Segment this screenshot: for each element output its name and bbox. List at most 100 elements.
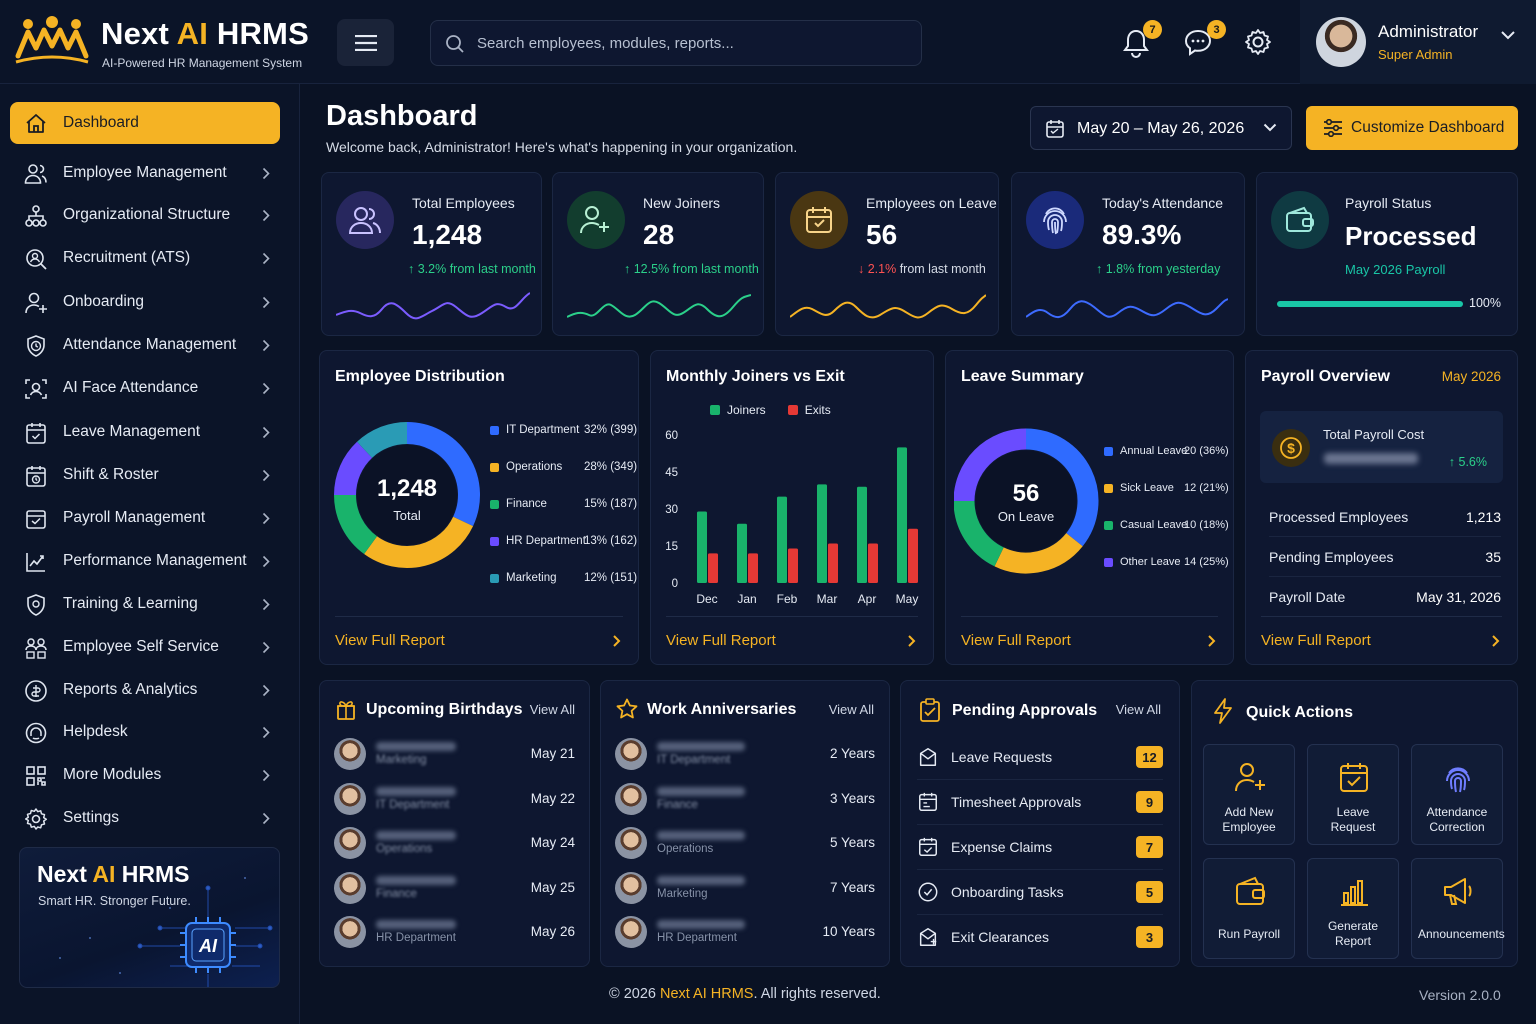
sidebar-item-more-modules[interactable]: More Modules (10, 754, 280, 796)
stat-change: ↑ 12.5% from last month (624, 262, 759, 276)
anniversary-list-item[interactable]: IT Department 2 Years (615, 732, 875, 777)
birthday-list-item[interactable]: Operations May 24 (334, 821, 575, 866)
birthday-list-item[interactable]: Finance May 25 (334, 866, 575, 911)
stat-card-employees-on-leave[interactable]: Employees on Leave 56 ↓ 2.1% from last m… (775, 172, 999, 336)
chevron-right-icon (262, 296, 270, 309)
quick-action-leave-request[interactable]: Leave Request (1307, 744, 1399, 845)
promo-title: Next AI HRMS (37, 861, 190, 887)
user-menu[interactable]: Administrator Super Admin (1300, 0, 1536, 84)
view-all-link[interactable]: View All (1115, 702, 1161, 717)
approval-item[interactable]: Timesheet Approvals 9 (917, 781, 1163, 825)
legend-value: 12% (151) (584, 572, 638, 584)
sidebar-item-employee-management[interactable]: Employee Management (10, 152, 280, 194)
page-title: Dashboard (326, 100, 478, 132)
employee-name-redacted (657, 742, 745, 751)
user-plus-icon (25, 292, 47, 314)
total-payroll-change: ↑ 5.6% (1448, 455, 1487, 469)
fingerprint-icon (1446, 767, 1470, 793)
legend-item: HR Department 13% (162) (490, 535, 637, 547)
link-text: View Full Report (666, 632, 776, 649)
anniversary-list-item[interactable]: Operations 5 Years (615, 821, 875, 866)
anniversary-list-item[interactable]: HR Department 10 Years (615, 910, 875, 955)
search-person-icon (26, 249, 47, 270)
birthday-date: May 26 (530, 924, 575, 939)
approval-item[interactable]: Expense Claims 7 (917, 826, 1163, 870)
view-full-report-link[interactable]: View Full Report (335, 616, 623, 664)
view-all-link[interactable]: View All (828, 702, 874, 717)
employee-name-redacted (376, 786, 456, 796)
legend-value: 14 (25%) (1184, 556, 1229, 568)
messages-button[interactable]: 3 (1184, 20, 1226, 58)
quick-action-add-new-employee[interactable]: Add New Employee (1203, 744, 1295, 845)
date-range-picker[interactable]: May 20 – May 26, 2026 (1030, 106, 1292, 150)
quick-action-attendance-correction[interactable]: Attendance Correction (1411, 744, 1503, 845)
quick-action-run-payroll[interactable]: Run Payroll (1203, 858, 1295, 959)
notifications-button[interactable]: 7 (1122, 20, 1162, 58)
sidebar-item-dashboard[interactable]: Dashboard (10, 102, 280, 144)
donut-center-label: Total (393, 508, 421, 523)
settings-button[interactable] (1244, 28, 1274, 58)
sidebar-item-label: Performance Management (63, 552, 247, 569)
sidebar-item-attendance-management[interactable]: Attendance Management (10, 324, 280, 366)
sidebar-item-recruitment-ats[interactable]: Recruitment (ATS) (10, 237, 280, 279)
anniversary-list-item[interactable]: Finance 3 Years (615, 777, 875, 822)
sidebar-item-label: More Modules (63, 766, 162, 783)
stat-card-new-joiners[interactable]: New Joiners 28 ↑ 12.5% from last month (552, 172, 764, 336)
chat-icon (1184, 29, 1212, 56)
hamburger-icon (354, 34, 377, 51)
bar-joiners-dec (697, 511, 707, 583)
donut-center-value: 1,248 (376, 475, 438, 502)
card-title: Leave Summary (961, 368, 1084, 385)
face-scan-icon (25, 379, 47, 399)
sidebar-item-ai-face-attendance[interactable]: AI Face Attendance (10, 367, 280, 409)
employee-name-redacted (657, 875, 745, 885)
birthday-list-item[interactable]: Marketing May 21 (334, 732, 575, 777)
payroll-progress-track (1277, 301, 1463, 307)
approval-item[interactable]: Onboarding Tasks 5 (917, 871, 1163, 915)
anniversary-years: 2 Years (829, 746, 875, 761)
stat-card-total-employees[interactable]: Total Employees 1,248 ↑ 3.2% from last m… (321, 172, 542, 336)
chevron-right-icon (908, 635, 916, 647)
link-text: View Full Report (335, 632, 445, 649)
quick-action-label: Attendance Correction (1426, 805, 1488, 834)
fingerprint-icon (1026, 191, 1084, 249)
avatar (334, 871, 366, 904)
employee-name-redacted (657, 831, 745, 840)
anniversary-list-item[interactable]: Marketing 7 Years (615, 866, 875, 911)
view-full-report-link[interactable]: View Full Report (961, 616, 1218, 664)
customize-dashboard-button[interactable]: Customize Dashboard (1306, 106, 1518, 150)
sidebar-item-shift-roster[interactable]: Shift & Roster (10, 454, 280, 496)
view-all-link[interactable]: View All (529, 702, 575, 717)
view-full-report-link[interactable]: View Full Report (666, 616, 918, 664)
approval-item[interactable]: Exit Clearances 3 (917, 916, 1163, 960)
legend-value: 32% (399) (584, 424, 638, 436)
x-tick-label: Apr (858, 592, 877, 606)
sidebar-item-employee-self-service[interactable]: Employee Self Service (10, 626, 280, 668)
avatar (334, 738, 366, 770)
global-search[interactable] (430, 20, 922, 66)
sidebar-item-settings[interactable]: Settings (10, 797, 280, 839)
view-full-report-link[interactable]: View Full Report (1261, 616, 1502, 664)
sidebar-item-performance-management[interactable]: Performance Management (10, 540, 280, 582)
stat-card-attendance[interactable]: Today's Attendance 89.3% ↑ 1.8% from yes… (1011, 172, 1245, 336)
app-logo[interactable]: Next AI HRMS AI-Powered HR Management Sy… (14, 14, 314, 74)
search-input[interactable] (477, 21, 907, 65)
sidebar-item-leave-management[interactable]: Leave Management (10, 411, 280, 453)
approval-item[interactable]: Leave Requests 12 (917, 736, 1163, 780)
sidebar-item-organizational-structure[interactable]: Organizational Structure (10, 194, 280, 236)
sidebar-item-helpdesk[interactable]: Helpdesk (10, 711, 280, 753)
sidebar-item-reports-analytics[interactable]: Reports & Analytics (10, 669, 280, 711)
sidebar-item-payroll-management[interactable]: Payroll Management (10, 497, 280, 539)
birthday-list-item[interactable]: IT Department May 22 (334, 777, 575, 822)
stat-card-payroll-status[interactable]: Payroll Status Processed May 2026 Payrol… (1256, 172, 1518, 336)
y-tick-label: 60 (665, 430, 678, 442)
anniversary-years: 5 Years (829, 835, 875, 850)
menu-toggle-button[interactable] (337, 19, 394, 66)
quick-action-generate-report[interactable]: Generate Report (1307, 858, 1399, 959)
quick-action-announcements[interactable]: Announcements (1411, 858, 1505, 959)
sidebar-item-onboarding[interactable]: Onboarding (10, 281, 280, 323)
sidebar-item-training-learning[interactable]: Training & Learning (10, 583, 280, 625)
birthday-list-item[interactable]: HR Department May 26 (334, 910, 575, 955)
employee-department: Finance (376, 887, 417, 900)
self-service-icon (25, 638, 47, 659)
